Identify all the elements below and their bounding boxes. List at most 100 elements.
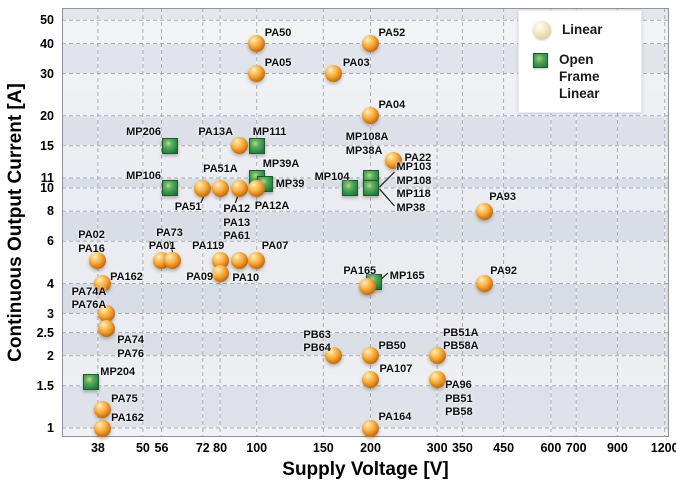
y-tick-label-2.5: 2.5 (36, 325, 54, 340)
sphere-PA119 (211, 251, 229, 269)
y-tick-label-6: 6 (47, 234, 54, 249)
label-PA03: PA03 (342, 56, 370, 69)
label-MP104: MP104 (314, 171, 350, 183)
label-PA92: PA92 (490, 264, 517, 277)
x-tick-label-72: 72 (195, 441, 210, 455)
y-tick-label-40: 40 (40, 36, 54, 51)
y-tick-label-50: 50 (40, 13, 54, 28)
label-PA51: PA51 (174, 201, 202, 213)
x-tick-label-80: 80 (213, 441, 228, 455)
label-PA12-PA13-PA61: PA12 PA13 PA61 (223, 203, 251, 242)
sphere-PB63 (325, 347, 343, 365)
label-MP165: MP165 (389, 270, 425, 283)
sphere-PA165 (358, 277, 376, 295)
y-tick-label-11: 11 (40, 171, 54, 185)
y-tick-label-1.5: 1.5 (36, 378, 54, 393)
y-tick-label-2: 2 (47, 348, 54, 363)
sphere-PA02 (89, 251, 107, 269)
x-tick-label-900: 900 (606, 441, 628, 455)
sphere-PA162 (93, 419, 111, 437)
label-PA09: PA09 (186, 270, 214, 283)
x-tick-label-600: 600 (540, 441, 562, 455)
sphere-PA162 (93, 275, 111, 292)
label-MP106: MP106 (126, 170, 161, 182)
sphere-PA07 (248, 251, 266, 269)
sphere-PA51 (194, 179, 212, 197)
sphere-PA164 (362, 419, 379, 437)
y-tick-label-8: 8 (47, 204, 54, 219)
sphere-PA74A (97, 305, 115, 322)
sphere-PA107 (362, 370, 379, 388)
sphere-PA09 (211, 265, 229, 282)
label-MP108A-MP38A: MP108A MP38A (345, 131, 389, 157)
legend-label-open-frame-linear: Open Frame Linear (559, 52, 600, 101)
legend: Linear Open Frame Linear (518, 10, 642, 113)
label-PA52: PA52 (378, 26, 406, 39)
sphere-PB50 (362, 347, 379, 365)
label-PA162: PA162 (111, 412, 144, 424)
label-PA22: PA22 (404, 151, 432, 164)
sphere-PA75 (93, 400, 111, 418)
y-tick-label-3: 3 (47, 306, 54, 321)
sphere-PA04 (362, 107, 379, 125)
label-PA10: PA10 (232, 272, 260, 285)
legend-item-open-frame-linear: Open Frame Linear (533, 51, 635, 102)
label-PA07: PA07 (261, 240, 289, 253)
label-MP39: MP39 (275, 177, 305, 190)
label-PA01: PA01 (148, 240, 176, 253)
x-tick-label-350: 350 (451, 441, 473, 455)
label-PA162: PA162 (110, 270, 143, 283)
label-PA73: PA73 (156, 227, 183, 240)
sphere-PA92 (475, 275, 493, 292)
legend-label-linear: Linear (562, 22, 603, 37)
y-tick-label-15: 15 (40, 138, 54, 153)
label-PA74A-PA76A: PA74A PA76A (71, 285, 107, 312)
x-tick-label-300: 300 (426, 441, 448, 455)
y-tick-label-1: 1 (47, 421, 54, 435)
label-PB51A-PB58A: PB51A PB58A (443, 326, 479, 353)
x-tick-label-56: 56 (154, 441, 169, 455)
x-tick-label-1200: 1200 (650, 441, 676, 455)
sphere-PA12 (230, 179, 248, 197)
plot-area: PA50 PA05 PA52 PA03 PA04 PA13A PA51A PA51 PA12 P… (62, 8, 669, 437)
sphere-PA03 (325, 65, 343, 82)
label-PA165: PA165 (343, 265, 377, 278)
y-tick-label-30: 30 (40, 66, 54, 81)
open-frame-square-icon (533, 53, 548, 68)
label-PA96-PB51-PB58: PA96 PB51 PB58 (445, 379, 473, 418)
sphere-PA10 (230, 251, 248, 269)
legend-item-linear: Linear (533, 21, 635, 39)
x-axis-title: Supply Voltage [V] (282, 459, 449, 480)
sphere-PA93 (475, 202, 493, 220)
sphere-PA22 (385, 152, 402, 170)
label-MP204: MP204 (100, 366, 136, 379)
label-PA107: PA107 (379, 363, 413, 375)
x-tick-label-100: 100 (246, 441, 268, 455)
sphere-PA74 (97, 319, 115, 337)
label-PA119: PA119 (192, 240, 225, 253)
label-PA164: PA164 (378, 411, 412, 423)
y-tick-label-4: 4 (47, 276, 54, 291)
square-MP106 (162, 180, 179, 196)
sphere-PA52 (362, 35, 379, 52)
label-MP206: MP206 (126, 125, 161, 138)
sphere-PA50 (248, 35, 266, 52)
x-tick-label-200: 200 (360, 441, 381, 455)
square-MP111 (248, 137, 265, 154)
sphere-PA51A (211, 179, 229, 197)
label-PA50: PA50 (264, 26, 292, 39)
label-PA05: PA05 (264, 56, 292, 69)
sphere-PA73 (164, 251, 182, 269)
square-MP206 (162, 137, 179, 154)
x-tick-label-700: 700 (565, 441, 587, 455)
label-PB63-PB64: PB63 PB64 (303, 328, 331, 355)
label-MP39A: MP39A (262, 158, 300, 170)
y-tick-label-10: 10 (40, 181, 54, 195)
label-PA74-PA76: PA74 PA76 (117, 334, 144, 360)
x-tick-label-38: 38 (90, 441, 105, 455)
square-MP103 (362, 180, 379, 196)
y-tick-label-20: 20 (40, 108, 54, 123)
label-PA51A: PA51A (203, 163, 238, 175)
sphere-PA05 (248, 65, 266, 82)
